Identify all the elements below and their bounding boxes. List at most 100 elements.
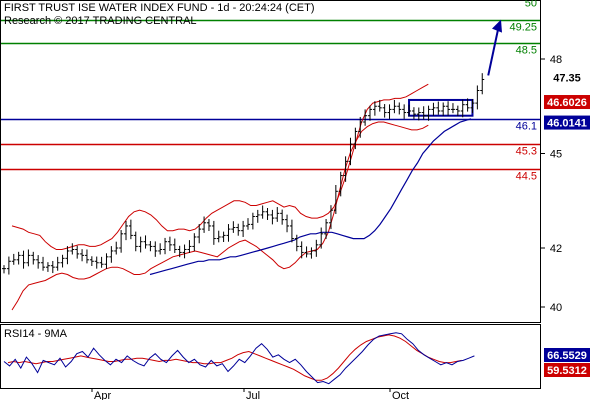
rsi-title: RSI14 - 9MA (4, 328, 68, 340)
chart-subtitle: Research © 2017 TRADING CENTRAL (4, 15, 197, 27)
price-bar (104, 253, 109, 269)
price-bar (265, 207, 270, 220)
indicator-value-badge-label: 46.6026 (547, 97, 587, 109)
rsi-value-badge-box (544, 348, 590, 362)
price-bar (255, 209, 260, 223)
price-bar (187, 240, 192, 254)
price-bar (119, 230, 124, 253)
price-bar (455, 105, 460, 117)
current-price-badge-label: 47.35 (553, 72, 581, 84)
price-bar (372, 101, 377, 116)
price-bar (294, 234, 299, 252)
price-bar (446, 101, 451, 116)
y-tick-label: 40 (550, 302, 562, 314)
level-label: 49.25 (509, 22, 537, 34)
price-bar (221, 231, 226, 243)
price-bar (211, 220, 216, 245)
bollinger-lower-line (11, 121, 429, 311)
rsi-ma-value-badge: 59.5312 (544, 363, 590, 377)
level-label: 44.5 (516, 171, 537, 183)
price-bar (411, 107, 416, 120)
price-bar (260, 205, 265, 219)
price-bar (285, 214, 290, 233)
indicator-value-badge-box (544, 115, 590, 130)
price-bar (358, 116, 363, 138)
price-bar (338, 171, 343, 197)
price-bar (353, 127, 358, 150)
rsi-ma-line (7, 334, 462, 381)
price-bar (26, 249, 31, 267)
price-bar (109, 246, 114, 263)
price-bar (275, 207, 280, 222)
price-bar (216, 230, 221, 243)
price-bar (153, 241, 158, 257)
price-bar (431, 102, 436, 116)
price-bar (94, 256, 99, 269)
price-bar (177, 245, 182, 258)
price-bar (70, 243, 75, 255)
level-label: 50 (525, 0, 537, 10)
price-bar (314, 239, 319, 257)
x-tick-label: Jul (246, 390, 260, 400)
price-bar (289, 219, 294, 243)
price-bar (138, 236, 143, 253)
rsi-ma-value-badge-label: 59.5312 (547, 365, 587, 377)
price-bar (6, 256, 11, 275)
price-bar (65, 246, 70, 265)
price-bar (392, 99, 397, 114)
price-bar (270, 209, 275, 225)
price-bar (50, 260, 55, 274)
price-bar (382, 104, 387, 118)
price-bar (60, 254, 65, 268)
price-bar (236, 223, 241, 236)
current-price-badge: 47.35 (544, 70, 590, 85)
price-bar (280, 209, 285, 225)
price-bar (114, 241, 119, 255)
price-bar (407, 104, 412, 117)
x-tick-label: Apr (94, 390, 111, 400)
rsi-ma-value-badge-box (544, 363, 590, 377)
price-bar (397, 102, 402, 115)
price-bar (465, 98, 470, 112)
price-bar (31, 251, 36, 265)
indicator-value-badge-label: 46.0141 (547, 118, 587, 130)
price-bar (80, 249, 85, 262)
price-bar (16, 251, 21, 265)
price-bar (304, 246, 309, 258)
price-bar (387, 104, 392, 119)
price-bar (167, 236, 172, 251)
price-bar (89, 256, 94, 266)
price-bar (133, 231, 138, 252)
forecast-arrow-shaft (487, 29, 499, 76)
rsi-value-badge: 66.5529 (544, 348, 590, 362)
price-bar (75, 245, 80, 259)
y-tick-label: 48 (550, 54, 562, 66)
price-bar (480, 73, 485, 95)
price-bar (128, 219, 133, 240)
price-bar (158, 243, 163, 255)
price-bar (11, 253, 16, 265)
price-bar (55, 256, 60, 271)
price-bar (172, 238, 177, 254)
price-bar (309, 247, 314, 259)
y-tick-label: 42 (550, 243, 562, 255)
forecast-arrow-head (492, 19, 502, 33)
price-bar (226, 224, 231, 242)
price-bar (246, 218, 250, 230)
price-bar (368, 105, 372, 121)
chart-title: FIRST TRUST ISE WATER INDEX FUND - 1d - … (4, 2, 315, 14)
x-tick-label: Oct (392, 390, 409, 400)
price-bar (416, 107, 421, 121)
price-bar (426, 105, 431, 121)
price-bar (436, 101, 441, 115)
price-bar (324, 219, 329, 239)
price-panel-frame (0, 0, 541, 323)
level-label: 45.3 (516, 146, 537, 158)
price-bar (470, 99, 475, 113)
price-bar (45, 262, 50, 272)
price-bar (36, 255, 41, 269)
price-bar (148, 241, 153, 252)
price-bar (197, 224, 202, 244)
